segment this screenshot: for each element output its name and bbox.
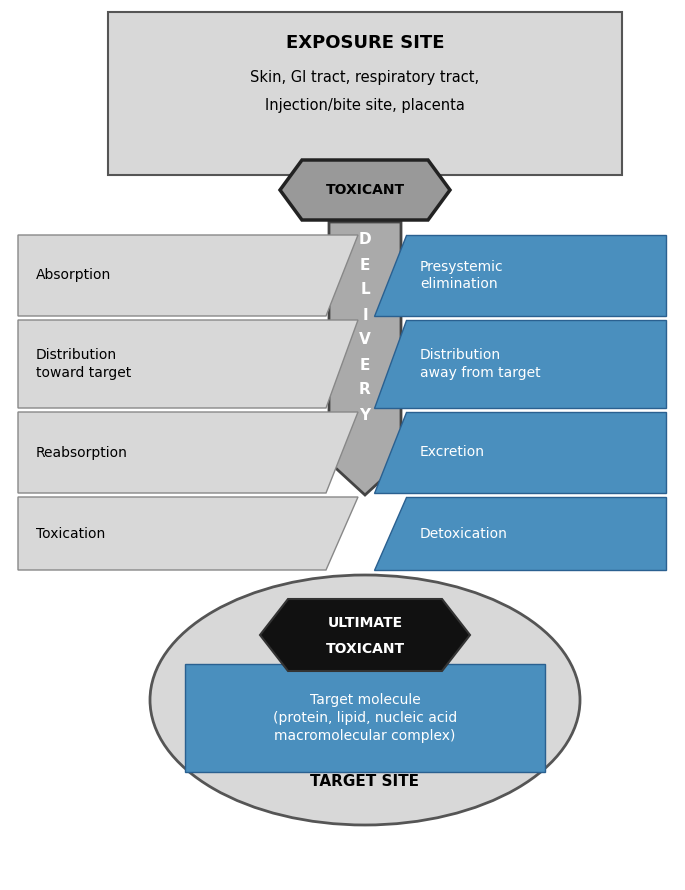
Polygon shape xyxy=(18,235,358,316)
Polygon shape xyxy=(374,497,666,570)
Text: Reabsorption: Reabsorption xyxy=(36,446,128,459)
Text: E: E xyxy=(360,257,370,272)
Text: Target molecule
(protein, lipid, nucleic acid
macromolecular complex): Target molecule (protein, lipid, nucleic… xyxy=(273,692,457,743)
Text: Detoxication: Detoxication xyxy=(420,527,508,540)
Polygon shape xyxy=(18,412,358,493)
Polygon shape xyxy=(260,599,470,671)
Polygon shape xyxy=(18,497,358,570)
Text: TOXICANT: TOXICANT xyxy=(325,183,405,197)
FancyBboxPatch shape xyxy=(185,664,545,772)
Text: ULTIMATE: ULTIMATE xyxy=(327,616,403,630)
Polygon shape xyxy=(374,235,666,316)
Polygon shape xyxy=(374,320,666,408)
Text: Distribution
away from target: Distribution away from target xyxy=(420,348,540,380)
Text: Injection/bite site, placenta: Injection/bite site, placenta xyxy=(265,98,465,113)
Polygon shape xyxy=(374,412,666,493)
FancyBboxPatch shape xyxy=(108,12,622,175)
Text: Skin, GI tract, respiratory tract,: Skin, GI tract, respiratory tract, xyxy=(251,70,480,85)
Polygon shape xyxy=(18,320,358,408)
Text: Presystemic
elimination: Presystemic elimination xyxy=(420,260,503,291)
Text: Y: Y xyxy=(360,408,371,423)
Text: I: I xyxy=(362,308,368,322)
Text: Absorption: Absorption xyxy=(36,269,111,282)
Text: EXPOSURE SITE: EXPOSURE SITE xyxy=(286,34,445,52)
Text: L: L xyxy=(360,282,370,297)
Text: V: V xyxy=(359,333,371,347)
Text: Distribution
toward target: Distribution toward target xyxy=(36,348,132,380)
Text: R: R xyxy=(359,383,371,398)
Text: TARGET SITE: TARGET SITE xyxy=(310,774,419,789)
Text: Toxication: Toxication xyxy=(36,527,105,540)
Text: E: E xyxy=(360,358,370,373)
Polygon shape xyxy=(280,160,450,220)
FancyArrow shape xyxy=(291,222,439,495)
Ellipse shape xyxy=(150,575,580,825)
Text: TOXICANT: TOXICANT xyxy=(325,642,405,656)
Text: Excretion: Excretion xyxy=(420,446,485,459)
Text: D: D xyxy=(359,232,371,247)
